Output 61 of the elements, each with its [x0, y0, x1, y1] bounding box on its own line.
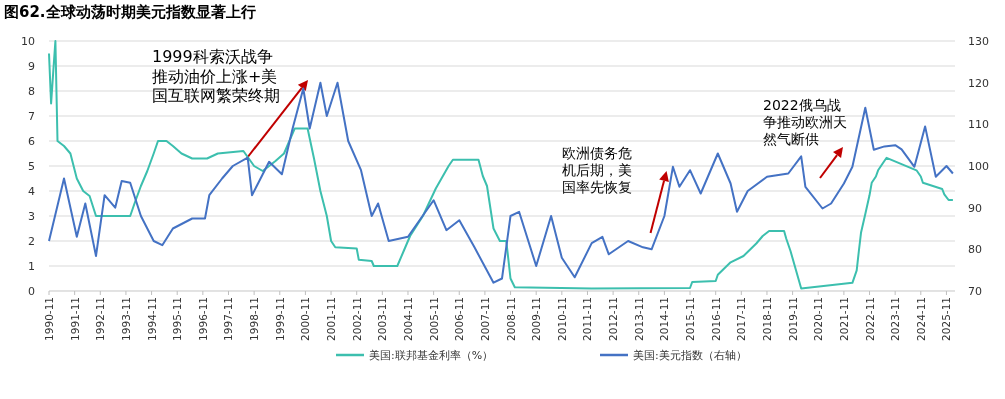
- x-tick-label: 2004-11: [401, 297, 414, 341]
- x-tick-label: 2017-11: [735, 297, 748, 341]
- legend-label: 美国:联邦基金利率（%）: [369, 349, 494, 362]
- y-tick-label: 3: [28, 210, 35, 223]
- y-tick-label: 0: [28, 285, 35, 298]
- y2-tick-label: 80: [968, 243, 982, 257]
- chart-title: 图62.全球动荡时期美元指数显著上行: [4, 3, 256, 21]
- x-tick-label: 2013-11: [632, 297, 645, 341]
- x-tick-label: 2000-11: [299, 297, 312, 341]
- y-tick-label: 6: [28, 135, 35, 148]
- y-tick-label: 4: [28, 185, 35, 198]
- x-tick-label: 1993-11: [119, 297, 132, 341]
- y-tick-label: 7: [28, 110, 35, 123]
- x-tick-label: 1992-11: [94, 297, 107, 341]
- y2-tick-label: 70: [968, 285, 982, 298]
- x-tick-label: 2019-11: [786, 297, 799, 341]
- x-tick-label: 2020-11: [812, 297, 825, 341]
- y-tick-label: 10: [21, 35, 35, 48]
- y2-tick-label: 90: [968, 201, 982, 215]
- x-tick-label: 2006-11: [453, 297, 466, 341]
- x-tick-label: 1991-11: [68, 297, 81, 341]
- legend-label: 美国:美元指数（右轴）: [633, 349, 747, 362]
- x-tick-label: 2007-11: [478, 297, 491, 341]
- y2-tick-label: 100: [968, 160, 989, 173]
- x-tick-label: 1990-11: [43, 297, 55, 341]
- x-tick-label: 2001-11: [325, 297, 338, 341]
- x-tick-label: 2005-11: [427, 297, 440, 341]
- x-tick-label: 2003-11: [376, 297, 389, 341]
- x-tick-label: 1995-11: [171, 297, 184, 341]
- y-tick-label: 1: [28, 260, 35, 273]
- line-series: [48, 40, 954, 290]
- x-tick-label: 2016-11: [709, 297, 722, 341]
- x-tick-label: 2022-11: [863, 297, 876, 341]
- x-tick-label: 2018-11: [760, 297, 773, 341]
- x-tick-label: 2002-11: [350, 297, 363, 341]
- y-tick-label: 8: [28, 85, 35, 98]
- y2-tick-label: 110: [968, 118, 989, 132]
- x-tick-label: 2011-11: [581, 297, 594, 341]
- annotation: 欧洲债务危机后期，美国率先恢复: [562, 145, 632, 196]
- x-tick-label: 2025-11: [940, 297, 953, 341]
- x-tick-label: 2008-11: [504, 297, 517, 341]
- y2-tick-label: 130: [968, 35, 989, 48]
- x-tick-label: 2012-11: [607, 297, 620, 341]
- y2-tick-label: 120: [968, 76, 989, 90]
- x-tick-label: 2009-11: [530, 297, 543, 341]
- x-tick-label: 2023-11: [889, 297, 902, 341]
- annotation: 1999科索沃战争推动油价上涨+美国互联网繁荣终期: [152, 47, 280, 106]
- y-tick-label: 9: [28, 60, 35, 73]
- x-tick-label: 2015-11: [684, 297, 697, 341]
- x-tick-label: 2010-11: [555, 297, 568, 341]
- x-tick-label: 2024-11: [914, 297, 927, 341]
- x-tick-label: 2021-11: [837, 297, 850, 341]
- x-tick-label: 2014-11: [658, 297, 671, 341]
- x-tick-label: 1999-11: [273, 297, 286, 341]
- annotation: 2022俄乌战争推动欧洲天然气断供: [763, 97, 847, 148]
- x-tick-label: 1997-11: [222, 297, 235, 341]
- x-tick-label: 1996-11: [196, 297, 209, 341]
- y-tick-label: 5: [28, 160, 35, 173]
- x-tick-label: 1998-11: [248, 297, 261, 341]
- y-tick-label: 2: [28, 235, 35, 248]
- x-tick-label: 1994-11: [145, 297, 158, 341]
